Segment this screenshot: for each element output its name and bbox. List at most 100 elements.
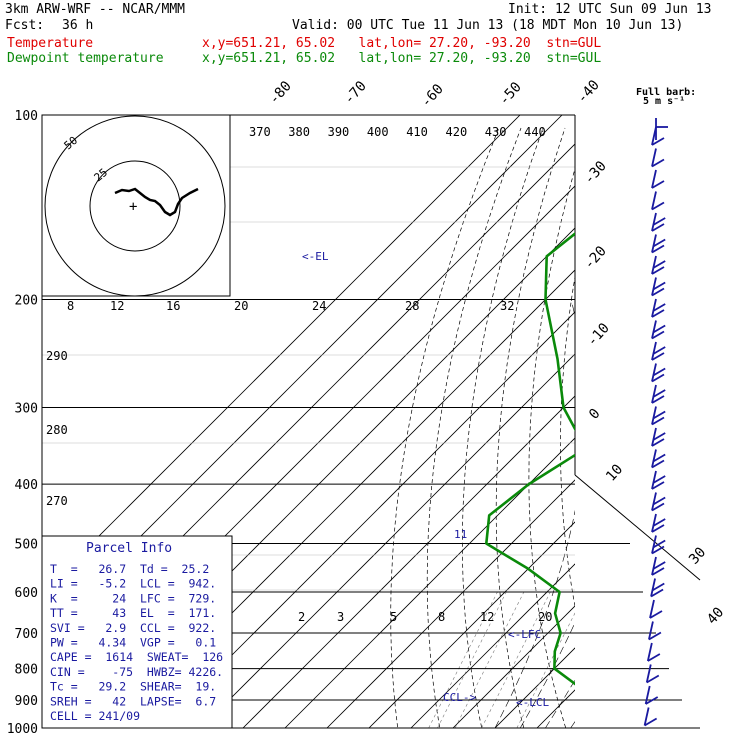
svg-text:5 m s⁻¹: 5 m s⁻¹ bbox=[643, 96, 685, 107]
dry-adiabat-line bbox=[426, 127, 522, 728]
pressure-tick-label: 600 bbox=[15, 586, 38, 601]
dry-adiabat-line bbox=[621, 128, 698, 740]
dewpoint-location: x,y=651.21, 65.02 lat,lon= 27.20, -93.20… bbox=[202, 51, 602, 66]
wind-barb bbox=[651, 427, 666, 447]
wind-barb bbox=[651, 277, 666, 297]
wind-barb bbox=[651, 212, 666, 232]
wind-barb bbox=[651, 406, 666, 426]
isotherm-label: 40 bbox=[704, 604, 727, 627]
theta-label: 420 bbox=[446, 125, 468, 139]
isotherm-line bbox=[284, 437, 575, 728]
temperature-legend: Temperature bbox=[7, 36, 94, 51]
dry-adiabat-line bbox=[730, 128, 740, 740]
parcel-info-row: TT = 43 EL = 171. bbox=[50, 606, 216, 620]
parcel-info-row: CAPE = 1614 SWEAT= 126 bbox=[50, 650, 223, 664]
mixing-ratio-label: 24 bbox=[312, 299, 326, 313]
parcel-info-panel: Parcel Info T = 26.7 Td = 25.2LI = -5.2 … bbox=[41, 535, 233, 729]
mixing-ratio-label: 2 bbox=[298, 610, 305, 624]
mixing-ratio-line bbox=[481, 591, 551, 728]
wind-barb bbox=[651, 148, 665, 168]
wind-barb bbox=[651, 298, 666, 318]
pressure-tick-label: 800 bbox=[15, 663, 38, 678]
moist-adiabat-line bbox=[494, 299, 575, 728]
mixing-ratio-line bbox=[428, 591, 498, 728]
wind-barb bbox=[651, 449, 666, 469]
level-annotation: CCL-> bbox=[443, 691, 476, 704]
parcel-info-row: SREH = 42 LAPSE= 6.7 bbox=[50, 694, 216, 708]
mixing-ratio-line bbox=[437, 591, 507, 728]
mixing-ratio-label: 32 bbox=[500, 299, 514, 313]
wind-barb bbox=[651, 384, 666, 404]
theta-e-label: 270 bbox=[46, 494, 68, 508]
mixing-ratio-label: 12 bbox=[480, 610, 494, 624]
pressure-tick-label: 200 bbox=[15, 294, 38, 309]
isotherm-line bbox=[410, 563, 575, 728]
wind-barb bbox=[651, 556, 666, 576]
wind-barb bbox=[651, 363, 666, 383]
hodograph-trace bbox=[114, 187, 199, 217]
isotherm-label: -50 bbox=[496, 79, 525, 109]
right-axis-slant bbox=[574, 474, 701, 581]
level-annotation: <-LFC bbox=[508, 628, 541, 641]
dewpoint-legend: Dewpoint temperature bbox=[7, 51, 164, 66]
isotherm-line bbox=[608, 56, 740, 740]
parcel-info-row: K = 24 LFC = 729. bbox=[50, 591, 216, 605]
pressure-tick-label: 700 bbox=[15, 627, 38, 642]
parcel-info-row: T = 26.7 Td = 25.2 bbox=[50, 562, 209, 576]
theta-e-label: 290 bbox=[46, 349, 68, 363]
mixing-ratio-label: 12 bbox=[110, 299, 124, 313]
wind-barb bbox=[651, 320, 666, 340]
pressure-tick-label: 300 bbox=[15, 401, 38, 416]
wind-barb bbox=[651, 492, 666, 512]
dewpoint-profile bbox=[485, 232, 575, 686]
isotherm-line bbox=[242, 395, 575, 728]
isotherm-label: -10 bbox=[584, 320, 613, 350]
isotherm-label: -20 bbox=[581, 243, 610, 273]
isotherm-line bbox=[692, 56, 740, 740]
isotherm-label: -40 bbox=[574, 77, 603, 107]
wind-barb bbox=[649, 599, 663, 619]
mixing-ratio-label: 8 bbox=[438, 610, 445, 624]
parcel-info-row: CELL = 241/09 bbox=[50, 709, 140, 723]
isotherm-label: -70 bbox=[341, 78, 370, 108]
parcel-info-row: PW = 4.34 VGP = 0.1 bbox=[50, 636, 216, 650]
barb-key: Full barb: 5 m s⁻¹ bbox=[636, 87, 696, 107]
moist-adiabat-line bbox=[545, 679, 575, 728]
dry-adiabat-line bbox=[390, 127, 500, 728]
wind-barb bbox=[651, 191, 665, 211]
wind-barb bbox=[651, 513, 666, 533]
wind-barb bbox=[651, 341, 666, 361]
mixing-ratio-label: 20 bbox=[234, 299, 248, 313]
wind-barb bbox=[651, 255, 666, 275]
wind-barb bbox=[651, 126, 665, 146]
isotherm-label: 0 bbox=[586, 406, 604, 423]
mixing-ratio-line bbox=[516, 612, 575, 728]
parcel-info-row: LI = -5.2 LCL = 942. bbox=[50, 577, 216, 591]
isotherm-label: -30 bbox=[581, 158, 610, 188]
valid-time: Valid: 00 UTC Tue 11 Jun 13 (18 MDT Mon … bbox=[292, 18, 684, 33]
dry-adiabat-line bbox=[462, 127, 544, 728]
pressure-tick-label: 100 bbox=[15, 109, 38, 124]
wind-barb bbox=[651, 234, 666, 254]
theta-label: 410 bbox=[406, 125, 428, 139]
theta-label: 370 bbox=[249, 125, 271, 139]
dry-adiabat-line bbox=[495, 127, 566, 728]
mixing-ratio-label: 8 bbox=[67, 299, 74, 313]
dry-adiabat-line bbox=[560, 274, 575, 608]
isotherm-line bbox=[650, 56, 740, 740]
isotherm-line bbox=[200, 353, 575, 728]
isotherm-line bbox=[42, 115, 521, 594]
mixing-ratio-line bbox=[587, 592, 656, 728]
isotherm-line bbox=[536, 689, 575, 728]
hodo-center-icon: + bbox=[129, 199, 137, 215]
theta-e-label: 280 bbox=[46, 423, 68, 437]
wind-barb bbox=[650, 578, 665, 598]
dry-adiabat-line bbox=[704, 128, 740, 740]
pressure-tick-label: 1000 bbox=[7, 722, 38, 737]
mixing-ratio-label: 16 bbox=[166, 299, 180, 313]
mixing-ratio-label: 3 bbox=[337, 610, 344, 624]
theta-label: 380 bbox=[288, 125, 310, 139]
model-title: 3km ARW-WRF -- NCAR/MMM bbox=[5, 2, 186, 17]
parcel-info-row: CIN = -75 HWBZ= 4226. bbox=[50, 665, 223, 679]
dry-adiabat-line bbox=[528, 167, 575, 728]
